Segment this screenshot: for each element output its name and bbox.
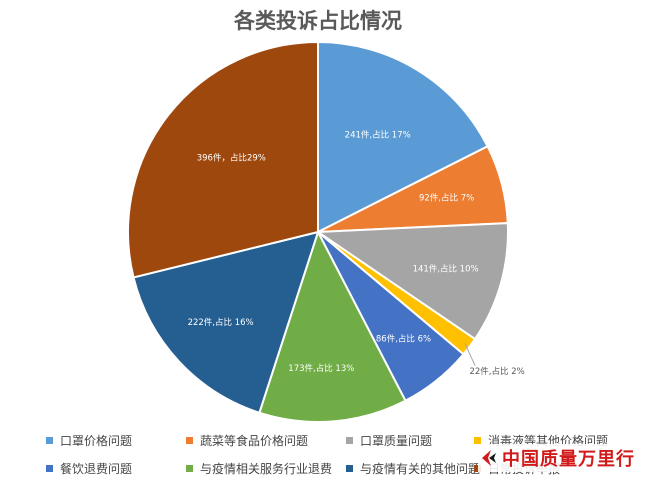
chart-title: 各类投诉占比情况 <box>233 9 402 33</box>
data-label: 92件,占比 7% <box>419 193 474 204</box>
data-label: 396件，占比29% <box>197 153 266 164</box>
pie-slice-与疫情有关的其他问题 <box>132 230 320 415</box>
pie-slice-日常投诉举报 <box>127 40 319 279</box>
legend-swatch <box>474 465 481 472</box>
data-label: 86件,占比 6% <box>376 333 431 344</box>
data-label: 22件,占比 2% <box>469 366 524 377</box>
data-label: 222件,占比 16% <box>188 317 254 328</box>
watermark-logo-icon <box>480 449 498 467</box>
legend-swatch <box>474 437 481 444</box>
pie-slice-与疫情相关服务行业退费 <box>258 229 407 423</box>
legend-item-蔬菜等食品价格问题: 蔬菜等食品价格问题 <box>186 432 308 449</box>
data-label: 173件,占比 13% <box>288 363 354 374</box>
watermark-text: 中国质量万里行 <box>502 449 635 470</box>
legend-label: 口罩价格问题 <box>60 434 133 448</box>
legend-swatch <box>186 437 193 444</box>
legend-item-与疫情相关服务行业退费: 与疫情相关服务行业退费 <box>186 460 332 477</box>
pie-slice-口罩质量问题 <box>314 222 509 341</box>
watermark-logo: 中国质量万里行 <box>478 444 641 472</box>
legend-swatch <box>46 437 53 444</box>
legend-label: 口罩质量问题 <box>360 434 433 448</box>
legend-item-与疫情有关的其他问题: 与疫情有关的其他问题 <box>346 460 480 477</box>
legend-item-口罩价格问题: 口罩价格问题 <box>46 432 132 449</box>
legend-label: 与疫情有关的其他问题 <box>360 462 481 476</box>
data-label: 141件,占比 10% <box>413 264 479 275</box>
legend-item-口罩质量问题: 口罩质量问题 <box>346 432 432 449</box>
legend-item-餐饮退费问题: 餐饮退费问题 <box>46 460 132 477</box>
legend-swatch <box>346 437 353 444</box>
legend-swatch <box>46 465 53 472</box>
legend-swatch <box>186 465 193 472</box>
legend-swatch <box>346 465 353 472</box>
legend-label: 蔬菜等食品价格问题 <box>200 434 309 448</box>
leader-line <box>464 343 476 366</box>
data-label: 241件,占比 17% <box>345 129 411 140</box>
legend-label: 与疫情相关服务行业退费 <box>200 462 333 476</box>
pie-slice-口罩价格问题 <box>317 40 489 234</box>
legend-label: 餐饮退费问题 <box>60 462 133 476</box>
